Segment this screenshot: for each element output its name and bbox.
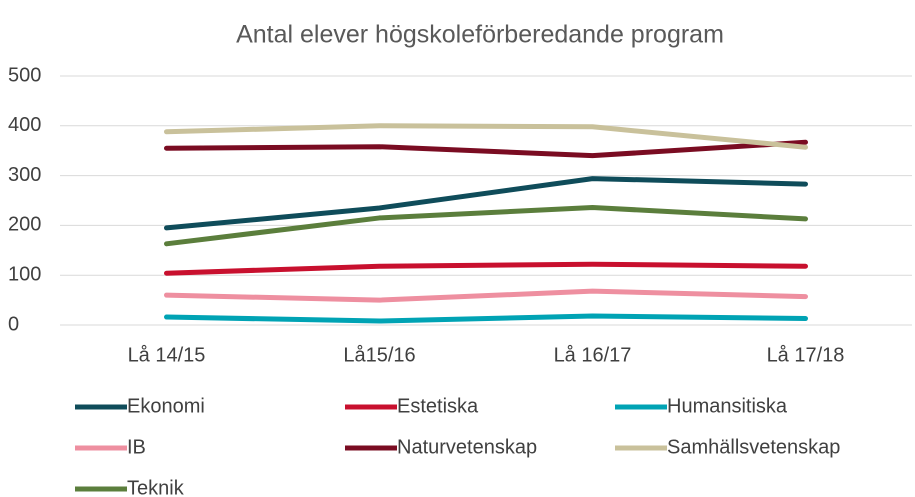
y-tick-label: 500 <box>8 64 41 86</box>
series-line <box>164 288 808 303</box>
y-tick-label: 100 <box>8 263 41 285</box>
legend-label: Naturvetenskap <box>397 436 537 458</box>
chart-title: Antal elever högskoleförberedande progra… <box>236 21 724 49</box>
series-line <box>164 176 808 231</box>
legend-label: Estetiska <box>397 395 479 417</box>
y-tick-label: 400 <box>8 114 41 136</box>
series-line <box>164 261 808 276</box>
series-line <box>164 204 808 247</box>
series-line <box>164 139 808 159</box>
legend-label: Teknik <box>127 477 185 497</box>
x-tick-label: Lå 17/18 <box>767 344 845 366</box>
x-tick-label: Lå15/16 <box>343 344 415 366</box>
y-tick-label: 200 <box>8 214 41 236</box>
y-tick-label: 300 <box>8 164 41 186</box>
series-line <box>164 313 808 324</box>
legend-label: Ekonomi <box>127 395 205 417</box>
legend-label: Humansitiska <box>667 395 788 417</box>
x-tick-label: Lå 16/17 <box>554 344 632 366</box>
y-tick-label: 0 <box>8 313 19 335</box>
series-line <box>164 123 808 150</box>
legend-label: Samhällsvetenskap <box>667 436 840 458</box>
legend-label: IB <box>127 436 146 458</box>
x-tick-label: Lå 14/15 <box>128 344 206 366</box>
